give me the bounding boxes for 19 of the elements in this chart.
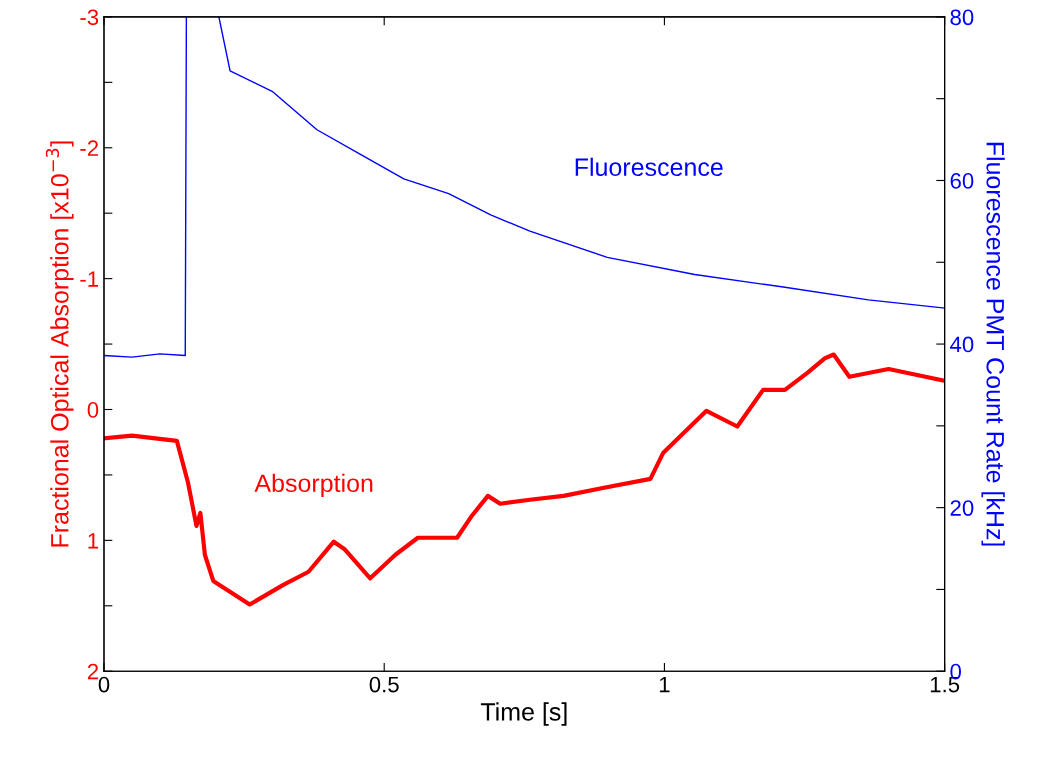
y-tick-label: -2 [80,140,99,156]
y-tick-label: -1 [80,271,99,287]
x-axis-title: Time [s] [480,702,567,726]
y2-tick-label: 80 [950,9,974,26]
x-tick-label: 1 [659,676,670,693]
y2-tick-label: 20 [950,500,974,516]
y-axis-title: Fractional Optical Absorption [x10$^{−3}$] [45,141,74,547]
y-tick-label: 1 [88,533,99,549]
x-tick-label: 0 [98,676,110,693]
annotation: Fluorescence [575,157,723,177]
y2-axis-title: Fluorescence PMT Count Rate [kHz] [981,142,1005,546]
annotation: Absorption [254,473,373,498]
y-tick-label: -3 [80,9,99,26]
y2-tick-label: 40 [950,336,974,353]
line-series [103,352,945,607]
x-tick-label: 0.5 [369,676,399,693]
y2-tick-label: 60 [950,173,974,189]
y-tick-label: 0 [87,402,99,418]
y-tick-label: 2 [87,663,99,680]
